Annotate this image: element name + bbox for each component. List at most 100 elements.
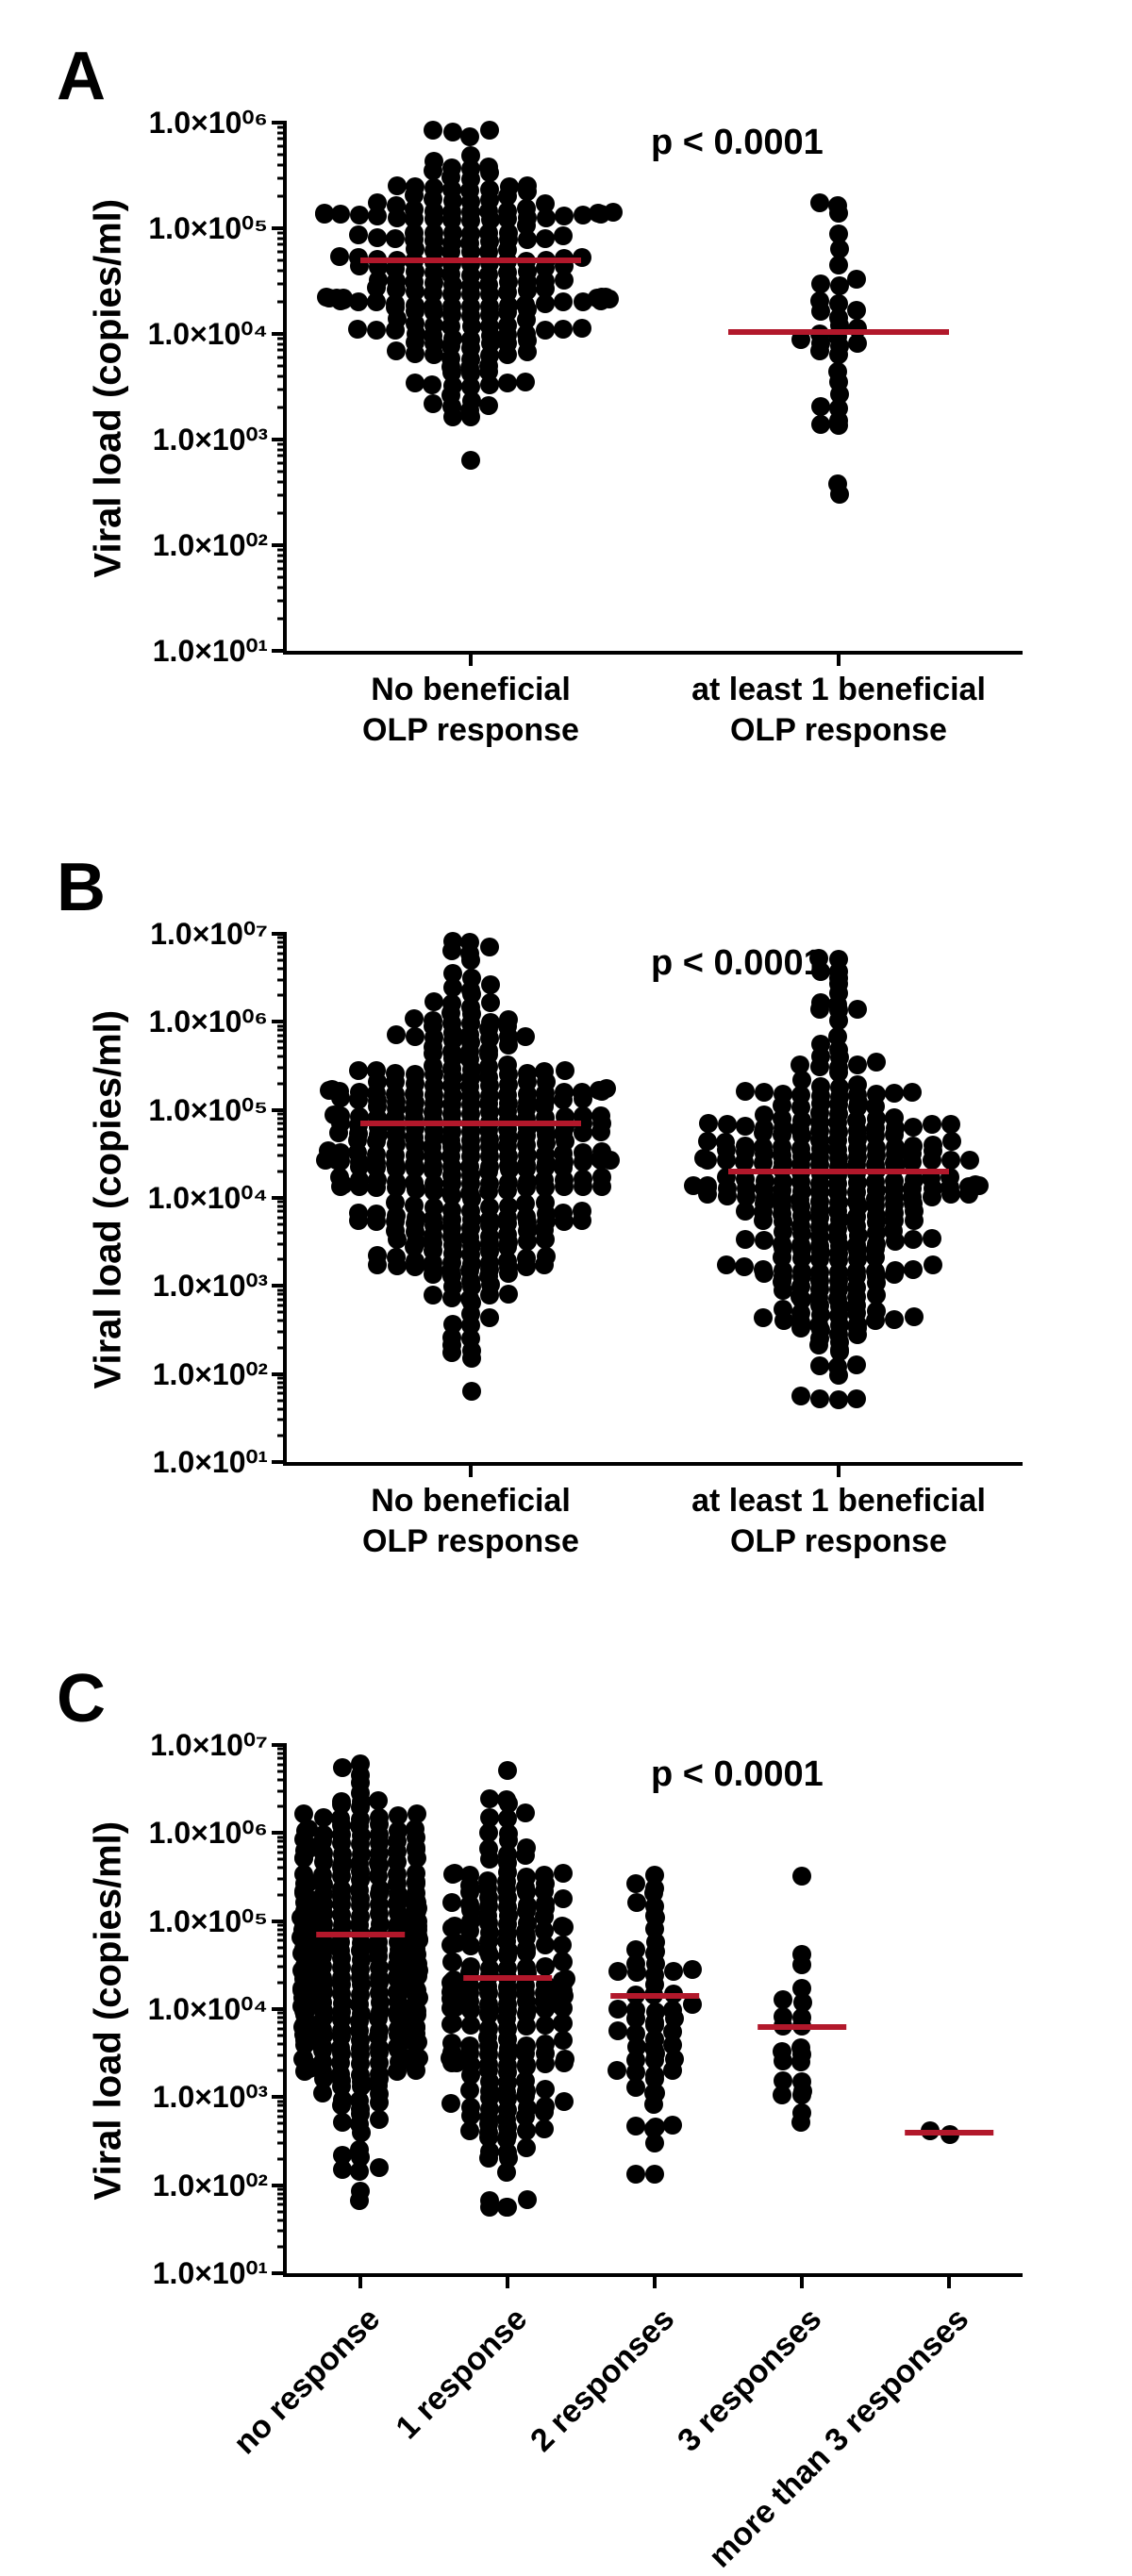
xtick-major [653, 2273, 657, 2288]
data-point [314, 1885, 333, 1903]
ytick-major [272, 226, 287, 230]
data-point [499, 1285, 518, 1304]
data-point [441, 2015, 460, 2034]
data-point [351, 2100, 370, 2119]
data-point [499, 1147, 518, 1166]
data-point [333, 2160, 352, 2179]
data-point [481, 975, 500, 994]
ytick-minor [277, 1387, 287, 1389]
ytick-minor [277, 968, 287, 971]
ytick-minor [277, 1789, 287, 1792]
data-point [885, 1125, 904, 1144]
data-point [645, 1879, 664, 1898]
data-point [442, 1288, 461, 1307]
data-point [349, 292, 368, 311]
data-point [424, 316, 443, 335]
data-point [424, 121, 442, 140]
ytick-major [272, 332, 287, 336]
ytick-minor [277, 1852, 287, 1854]
data-point [461, 276, 480, 295]
data-point [924, 1255, 942, 1274]
xtick-major [947, 2273, 951, 2288]
x-category-label: at least 1 beneficialOLP response [691, 670, 986, 750]
data-point [663, 2116, 682, 2135]
data-point [810, 1263, 829, 1282]
data-point [589, 204, 608, 223]
ytick-minor [277, 1258, 287, 1261]
data-point [498, 2198, 517, 2217]
ytick-minor [277, 342, 287, 345]
data-point [547, 1981, 566, 2000]
data-point [350, 1817, 369, 1836]
data-point [461, 1166, 480, 1185]
data-point [442, 1328, 461, 1347]
data-point [408, 2050, 426, 2069]
data-point [462, 1382, 481, 1401]
data-point [773, 1125, 791, 1144]
data-point [480, 121, 499, 140]
ytick-minor [277, 480, 287, 483]
data-point [536, 279, 555, 298]
data-point [460, 127, 479, 146]
data-point [332, 2044, 351, 2063]
data-point [351, 2031, 370, 2050]
data-point [829, 1280, 848, 1299]
data-point [443, 1236, 462, 1255]
data-point [810, 1356, 829, 1375]
ytick-minor [277, 994, 287, 997]
data-point [424, 161, 442, 180]
ytick-minor [277, 1024, 287, 1027]
data-point [830, 385, 849, 404]
data-point [479, 2149, 498, 2168]
data-point [461, 1014, 480, 1033]
data-point [442, 1166, 461, 1185]
data-point [350, 1157, 369, 1176]
data-point [498, 2030, 517, 2049]
data-point [810, 1183, 829, 1202]
ytick-minor [277, 1320, 287, 1322]
data-point [811, 397, 830, 416]
data-point [478, 1906, 497, 1925]
data-point [349, 1204, 368, 1222]
data-point [314, 1808, 333, 1827]
data-point [389, 1885, 408, 1903]
data-point [645, 2016, 664, 2035]
ytick-label: 1.0×10⁰¹ [153, 1444, 268, 1480]
data-point [941, 1151, 960, 1170]
data-point [867, 1273, 886, 1292]
data-point [388, 309, 407, 328]
data-point [350, 206, 369, 224]
x-category-label: at least 1 beneficialOLP response [691, 1481, 986, 1561]
data-point [313, 2084, 332, 2102]
median-line [728, 1169, 949, 1174]
ytick-minor [277, 941, 287, 944]
data-point [518, 2001, 537, 2019]
data-point [498, 1055, 517, 1074]
data-point [924, 1136, 942, 1155]
ytick-label: 1.0×10⁰² [153, 1356, 268, 1392]
p-value-A: p < 0.0001 [651, 123, 824, 163]
data-point [295, 1841, 314, 1860]
median-line [360, 258, 581, 263]
ytick-minor [277, 138, 287, 141]
data-point [867, 1302, 886, 1321]
ytick-minor [277, 1170, 287, 1172]
data-point [773, 2042, 791, 2061]
data-point [349, 1061, 368, 1080]
data-point [498, 1181, 517, 1200]
data-point [592, 1082, 611, 1101]
data-point [626, 1874, 645, 1893]
data-point [847, 1296, 866, 1315]
ytick-minor [277, 1934, 287, 1936]
data-point [348, 320, 367, 339]
data-point [517, 1249, 536, 1268]
median-line [757, 2024, 846, 2030]
ytick-minor [277, 1135, 287, 1138]
data-point [848, 1173, 867, 1192]
ytick-minor [277, 282, 287, 285]
data-point [536, 194, 555, 213]
data-point [535, 2102, 554, 2121]
data-point [885, 1195, 904, 1214]
data-point [314, 1904, 333, 1923]
data-point [424, 1209, 442, 1228]
